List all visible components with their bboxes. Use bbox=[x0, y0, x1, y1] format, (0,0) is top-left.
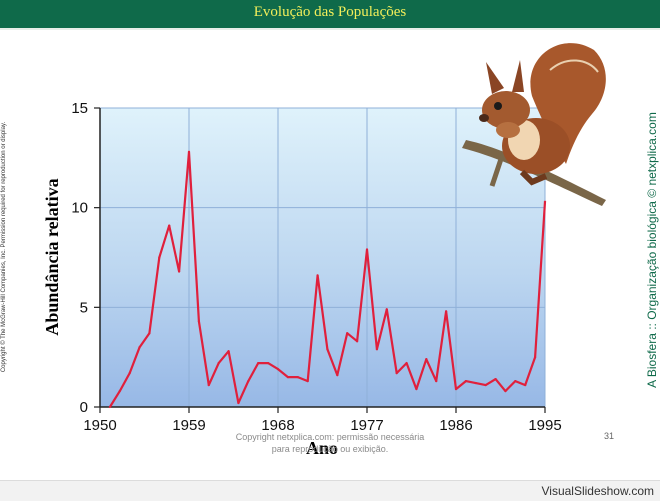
data-point bbox=[524, 383, 527, 387]
y-tick-label: 15 bbox=[71, 100, 88, 117]
tick-labels: 1950 1959 1968 1977 1986 1995 0 5 10 15 bbox=[71, 100, 561, 434]
data-point bbox=[158, 256, 161, 259]
data-point bbox=[415, 387, 418, 391]
data-point bbox=[405, 362, 408, 365]
data-point bbox=[484, 383, 487, 387]
data-point bbox=[543, 200, 547, 203]
data-point bbox=[395, 372, 398, 375]
data-point bbox=[217, 362, 220, 365]
data-point bbox=[375, 348, 378, 351]
data-point bbox=[494, 377, 497, 381]
data-point bbox=[237, 401, 240, 405]
data-point bbox=[464, 379, 467, 383]
data-point bbox=[534, 356, 537, 359]
data-point bbox=[336, 374, 339, 377]
title-bar bbox=[0, 0, 660, 30]
watermark-bar bbox=[0, 480, 660, 501]
data-point bbox=[108, 405, 111, 409]
data-point bbox=[445, 310, 448, 313]
watermark: VisualSlideshow.com bbox=[541, 484, 654, 498]
data-point bbox=[178, 270, 181, 273]
plot-area bbox=[100, 108, 545, 407]
data-point bbox=[276, 368, 280, 371]
data-point bbox=[138, 346, 141, 349]
data-point bbox=[346, 332, 349, 335]
data-point bbox=[365, 248, 369, 251]
data-point bbox=[118, 389, 121, 393]
data-point bbox=[187, 150, 191, 153]
slide-title: Evolução das Populações bbox=[253, 4, 407, 20]
data-point bbox=[425, 358, 428, 361]
data-point bbox=[257, 362, 260, 365]
squirrel-illustration bbox=[462, 43, 606, 206]
data-point bbox=[148, 332, 151, 335]
data-point bbox=[385, 308, 388, 311]
data-point bbox=[474, 381, 477, 385]
x-tick-label: 1950 bbox=[83, 417, 116, 434]
x-tick-label: 1995 bbox=[528, 417, 561, 434]
x-tick-label: 1986 bbox=[439, 417, 472, 434]
y-tick-label: 10 bbox=[71, 200, 88, 217]
y-axis-title: Abundância relativa bbox=[42, 178, 62, 335]
data-point bbox=[435, 379, 438, 383]
axes bbox=[94, 107, 546, 413]
data-point bbox=[306, 379, 309, 383]
data-point bbox=[326, 348, 329, 351]
y-tick-label: 0 bbox=[80, 399, 88, 416]
slide-number: 31 bbox=[604, 431, 615, 441]
data-point bbox=[454, 387, 458, 391]
footer-copyright: Copyright netxplica.com: permissão neces… bbox=[235, 432, 425, 454]
data-point bbox=[197, 320, 200, 323]
data-point bbox=[286, 376, 289, 379]
data-lines bbox=[108, 150, 547, 409]
data-point bbox=[207, 383, 210, 387]
data-point bbox=[128, 372, 131, 375]
data-point bbox=[267, 362, 270, 365]
data-point bbox=[168, 224, 171, 227]
data-point bbox=[247, 379, 250, 383]
x-tick-label: 1977 bbox=[350, 417, 383, 434]
x-tick-label: 1968 bbox=[261, 417, 294, 434]
y-tick-label: 5 bbox=[80, 299, 88, 316]
data-point bbox=[296, 376, 299, 379]
data-point bbox=[316, 274, 319, 277]
data-point bbox=[356, 340, 359, 343]
data-point bbox=[504, 389, 507, 393]
x-tick-label: 1959 bbox=[172, 417, 205, 434]
data-point bbox=[227, 350, 230, 353]
x-axis-title: Ano bbox=[306, 438, 338, 458]
data-point bbox=[514, 379, 517, 383]
